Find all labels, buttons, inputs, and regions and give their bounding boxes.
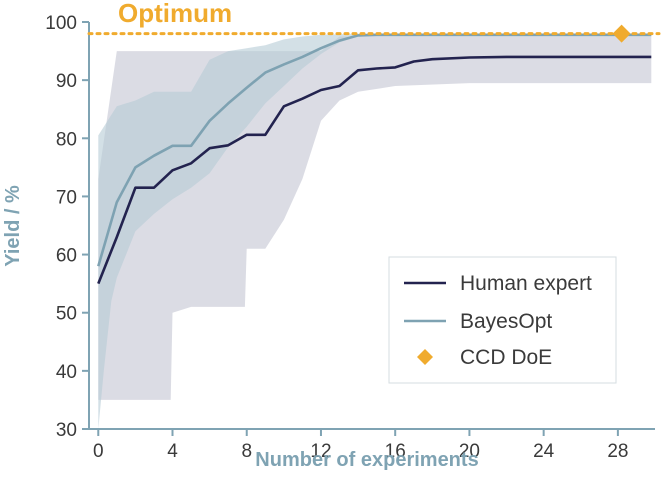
y-tick-label: 100 [45,13,77,34]
confidence-bands [98,33,652,429]
y-tick-label: 40 [56,362,77,383]
x-tick-label: 28 [607,441,628,462]
band-bayesopt [98,33,652,429]
legend-label-0: Human expert [460,272,592,295]
point-ccd-doe [612,24,631,43]
optimum-annotation: Optimum [87,0,661,36]
x-tick-label: 24 [533,441,555,462]
legend-swatch-2 [417,349,433,365]
x-axis-title: Number of experiments [255,449,478,471]
y-tick-label: 70 [56,187,77,208]
y-axis-title: Yield / % [2,185,24,267]
y-tick-label: 60 [56,246,77,267]
axes: 30 40 50 60 70 80 90 100 0 4 8 12 16 20 24 28 [45,13,655,462]
legend: Human expert BayesOpt CCD DoE [388,256,617,384]
x-tick-label: 20 [459,441,480,462]
data-points [612,24,631,43]
legend-label-1: BayesOpt [460,310,552,333]
x-tick-label: 4 [167,441,178,462]
x-tick-label: 16 [385,441,406,462]
x-tick-label: 8 [241,441,252,462]
y-tick-label: 50 [56,304,77,325]
y-tick-label: 80 [56,129,77,150]
legend-label-2: CCD DoE [460,346,552,369]
x-tick-label: 0 [93,441,104,462]
optimum-label: Optimum [118,0,232,28]
y-tick-label: 90 [56,71,77,92]
x-tick-label: 12 [310,441,331,462]
y-tick-label: 30 [56,420,77,441]
line-human-expert [97,55,652,285]
